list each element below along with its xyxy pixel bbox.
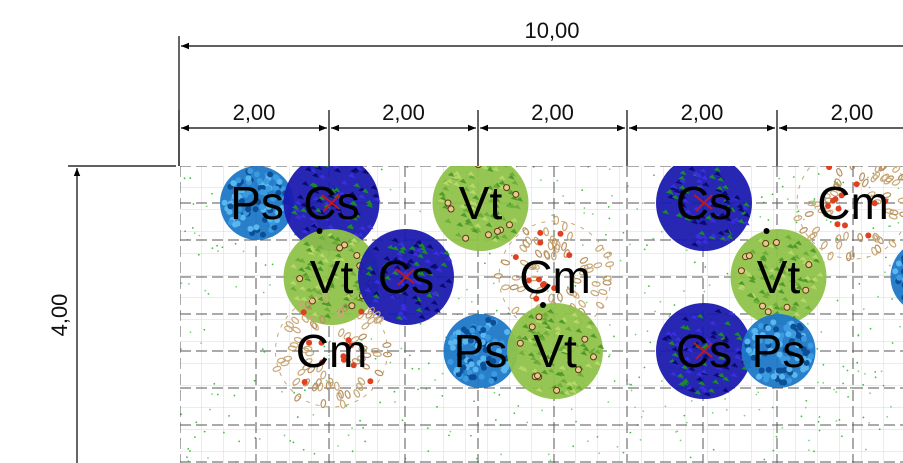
plant-label: Cs: [676, 325, 732, 377]
plant-label: Cs: [378, 251, 434, 303]
total-height-label: 4,00: [47, 294, 72, 337]
segment-width-label: 2,00: [531, 100, 574, 125]
plant-vt: Vt: [730, 228, 827, 325]
plant-label: Ps: [454, 325, 508, 377]
segment-width-label: 2,00: [681, 100, 724, 125]
plant-label: Cm: [817, 177, 889, 229]
plant-cs: Cs: [656, 166, 752, 251]
plant-cs: Cs: [656, 303, 753, 399]
plant-label: Ps: [752, 325, 806, 377]
plant-ps: Ps: [220, 166, 294, 240]
plant-vt: Vt: [507, 302, 605, 399]
plant-label: Vt: [310, 251, 354, 303]
plant-label: Vt: [459, 177, 503, 229]
plants-layer: PsCsVtCsCmVtCsCmVtPsCmPsVtCsPs: [220, 166, 903, 409]
plant-label: Vt: [533, 325, 577, 377]
plant-label: Cs: [303, 177, 359, 229]
plant-cm: Cm: [793, 166, 903, 262]
segment-width-label: 2,00: [831, 100, 874, 125]
segment-width-label: 2,00: [382, 100, 425, 125]
total-width-label: 10,00: [524, 18, 579, 43]
plant-cs: Cs: [358, 229, 454, 325]
plant-ps: Ps: [443, 314, 518, 388]
segment-width-label: 2,00: [233, 100, 276, 125]
plant-vt: Vt: [432, 166, 529, 251]
plant-label: Ps: [230, 177, 284, 229]
plant-ps: Ps: [741, 314, 816, 388]
plant-label: Cs: [676, 177, 732, 229]
height-dimension: [68, 165, 176, 463]
plant-ps: Ps: [890, 249, 903, 305]
plant-label: Vt: [757, 251, 801, 303]
plant-label: Cm: [296, 325, 368, 377]
segment-dimensions: 2,00 2,00 2,00 2,00 2,00: [178, 100, 903, 166]
plan-area: PsCsVtCsCmVtCsCmVtPsCmPsVtCsPs: [180, 166, 903, 463]
plant-cm: Cm: [272, 294, 393, 409]
plant-label: Cm: [519, 251, 591, 303]
plant-label: Ps: [901, 251, 903, 303]
